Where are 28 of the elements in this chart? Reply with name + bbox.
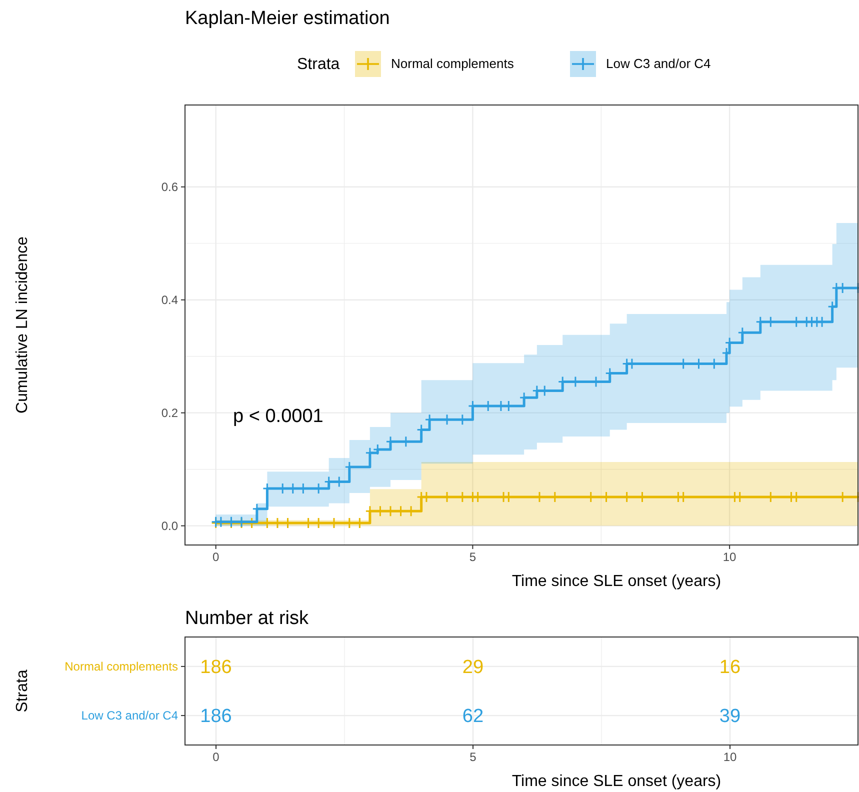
y-tick-label: Low C3 and/or C4 — [81, 708, 178, 723]
data-label: 39 — [719, 706, 741, 728]
chart-title: Kaplan-Meier estimation — [185, 8, 390, 29]
x-tick-label: 5 — [470, 750, 477, 764]
x-tick-label: 0 — [212, 750, 220, 764]
y-axis-title: Strata — [14, 670, 31, 712]
x-tick-label: 10 — [722, 550, 737, 564]
x-axis-title: Time since SLE onset (years) — [512, 573, 722, 590]
data-label: 62 — [462, 706, 484, 728]
x-axis-title: Time since SLE onset (years) — [512, 773, 722, 790]
legend-label: Low C3 and/or C4 — [606, 56, 711, 71]
data-label: 186 — [200, 706, 232, 728]
y-tick-label: 0.4 — [161, 293, 178, 308]
y-tick-label: 0.0 — [161, 518, 178, 533]
chart-title: Number at risk — [185, 608, 310, 629]
x-tick-label: 0 — [212, 550, 220, 564]
y-tick-label: Normal complements — [64, 660, 178, 674]
legend-label: Normal complements — [391, 56, 514, 71]
data-label: 186 — [200, 657, 232, 678]
annotation: p < 0.0001 — [233, 406, 324, 427]
y-tick-label: 0.2 — [161, 406, 178, 420]
y-axis-title: Cumulative LN incidence — [14, 236, 31, 414]
legend-title: Strata — [297, 56, 340, 73]
x-tick-label: 10 — [723, 750, 737, 764]
data-label: 16 — [719, 657, 741, 678]
x-tick-label: 5 — [469, 550, 476, 564]
data-label: 29 — [462, 657, 484, 678]
y-tick-label: 0.6 — [161, 180, 178, 194]
